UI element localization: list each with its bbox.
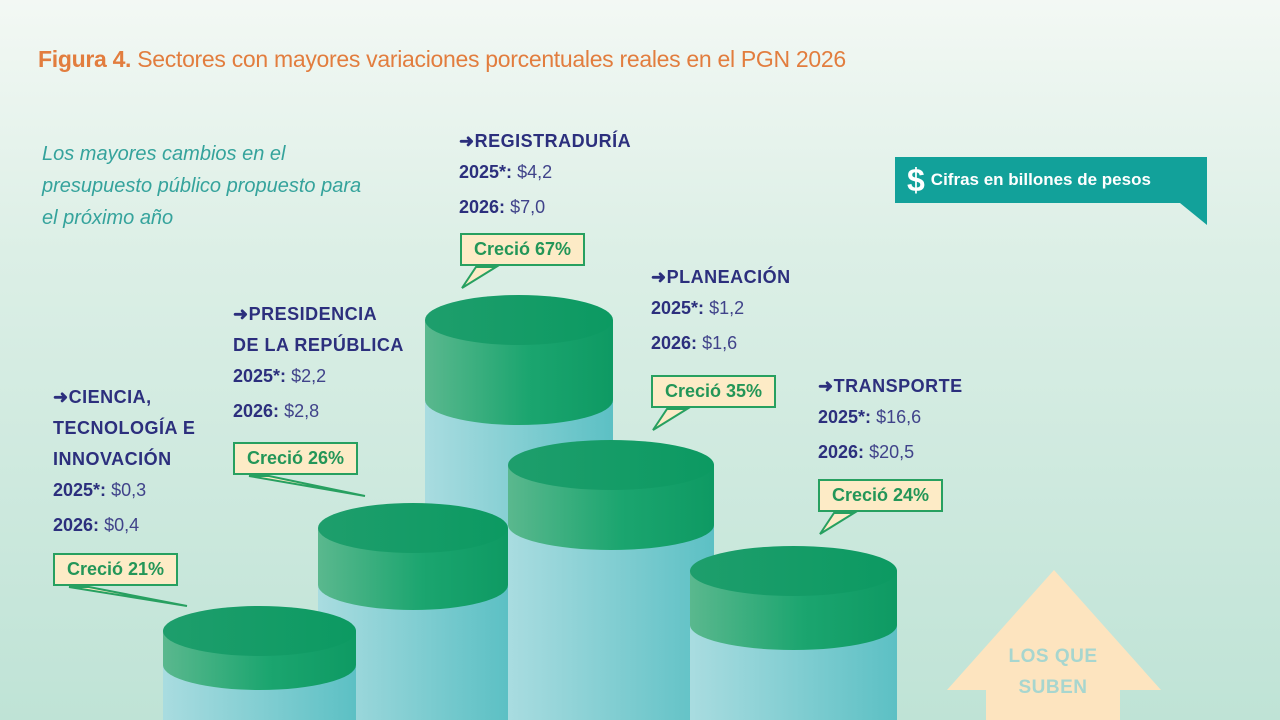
- sector-name: ➜REGISTRADURÍA: [459, 131, 632, 151]
- growth-callout-planeacion: Creció 35%: [651, 375, 777, 408]
- value-2026: $1,6: [702, 333, 738, 353]
- callout-tail-presidencia: [248, 475, 366, 497]
- year-2026-label: 2026:: [459, 197, 506, 217]
- label-registraduria: ➜REGISTRADURÍA 2025*: $4,2 2026: $7,0: [459, 126, 631, 223]
- up-arrow-icon: [947, 570, 1161, 720]
- label-presidencia: ➜PRESIDENCIA DE LA REPÚBLICA 2025*: $2,2…: [233, 299, 404, 427]
- year-2026-label: 2026:: [818, 442, 865, 462]
- cylinder-top: [425, 295, 613, 345]
- year-2025-label: 2025*:: [651, 298, 705, 318]
- cylinder-top: [508, 440, 714, 490]
- cylinder-top: [690, 546, 897, 596]
- sector-name: ➜PLANEACIÓN: [651, 267, 791, 287]
- arrow-label: LOS QUE SUBEN: [986, 641, 1120, 703]
- value-2025: $4,2: [517, 162, 553, 182]
- value-2025: $1,2: [709, 298, 745, 318]
- year-2025-label: 2025*:: [233, 366, 287, 386]
- growth-callout-ciencia: Creció 21%: [53, 553, 179, 586]
- figure-title: Figura 4. Sectores con mayores variacion…: [38, 46, 846, 73]
- label-transporte: ➜TRANSPORTE 2025*: $16,6 2026: $20,5: [818, 371, 963, 468]
- year-2025-label: 2025*:: [459, 162, 513, 182]
- growth-callout-registraduria: Creció 67%: [460, 233, 586, 266]
- units-badge-tail: [1180, 203, 1207, 225]
- arrow-label-line1: LOS QUE: [1008, 646, 1098, 667]
- value-2025: $0,3: [111, 480, 147, 500]
- value-2026: $0,4: [104, 515, 140, 535]
- sector-name: ➜PRESIDENCIA: [233, 304, 378, 324]
- cylinder-transporte: [690, 546, 897, 720]
- callout-tail-planeacion: [652, 408, 691, 431]
- callout-tail-transporte: [819, 512, 858, 535]
- callout-tail-registraduria: [461, 266, 500, 289]
- cylinder-top: [318, 503, 508, 553]
- year-2025-label: 2025*:: [53, 480, 107, 500]
- cylinder-ciencia: [163, 606, 356, 720]
- value-2026: $2,8: [284, 401, 320, 421]
- cylinder-planeacion: [508, 440, 714, 720]
- year-2026-label: 2026:: [651, 333, 698, 353]
- intro-text: Los mayores cambios en el presupuesto pú…: [42, 143, 362, 229]
- year-2026-label: 2026:: [53, 515, 100, 535]
- dollar-icon: $: [907, 161, 925, 198]
- year-2026-label: 2026:: [233, 401, 280, 421]
- value-2026: $20,5: [869, 442, 915, 462]
- callout-tail-ciencia: [68, 586, 188, 607]
- sector-name: ➜CIENCIA,: [53, 387, 152, 407]
- cylinder-band: [425, 320, 613, 425]
- value-2025: $2,2: [291, 366, 327, 386]
- sector-name-line3: INNOVACIÓN: [53, 449, 172, 469]
- value-2026: $7,0: [510, 197, 546, 217]
- figure-number: Figura 4.: [38, 46, 132, 72]
- year-2025-label: 2025*:: [818, 407, 872, 427]
- figure-title-text: Sectores con mayores variaciones porcent…: [131, 46, 846, 72]
- sector-name-line2: DE LA REPÚBLICA: [233, 335, 404, 355]
- growth-callout-transporte: Creció 24%: [818, 479, 944, 512]
- sector-name-line2: TECNOLOGÍA E: [53, 418, 196, 438]
- cylinder-top: [163, 606, 356, 656]
- label-ciencia: ➜CIENCIA, TECNOLOGÍA E INNOVACIÓN 2025*:…: [53, 382, 195, 541]
- arrow-label-line2: SUBEN: [1018, 677, 1088, 698]
- value-2025: $16,6: [876, 407, 922, 427]
- label-planeacion: ➜PLANEACIÓN 2025*: $1,2 2026: $1,6: [651, 262, 791, 359]
- units-text: Cifras en billones de pesos: [930, 170, 1151, 189]
- units-badge: $ Cifras en billones de pesos: [895, 157, 1207, 203]
- sector-name: ➜TRANSPORTE: [818, 376, 963, 396]
- growth-callout-presidencia: Creció 26%: [233, 442, 359, 475]
